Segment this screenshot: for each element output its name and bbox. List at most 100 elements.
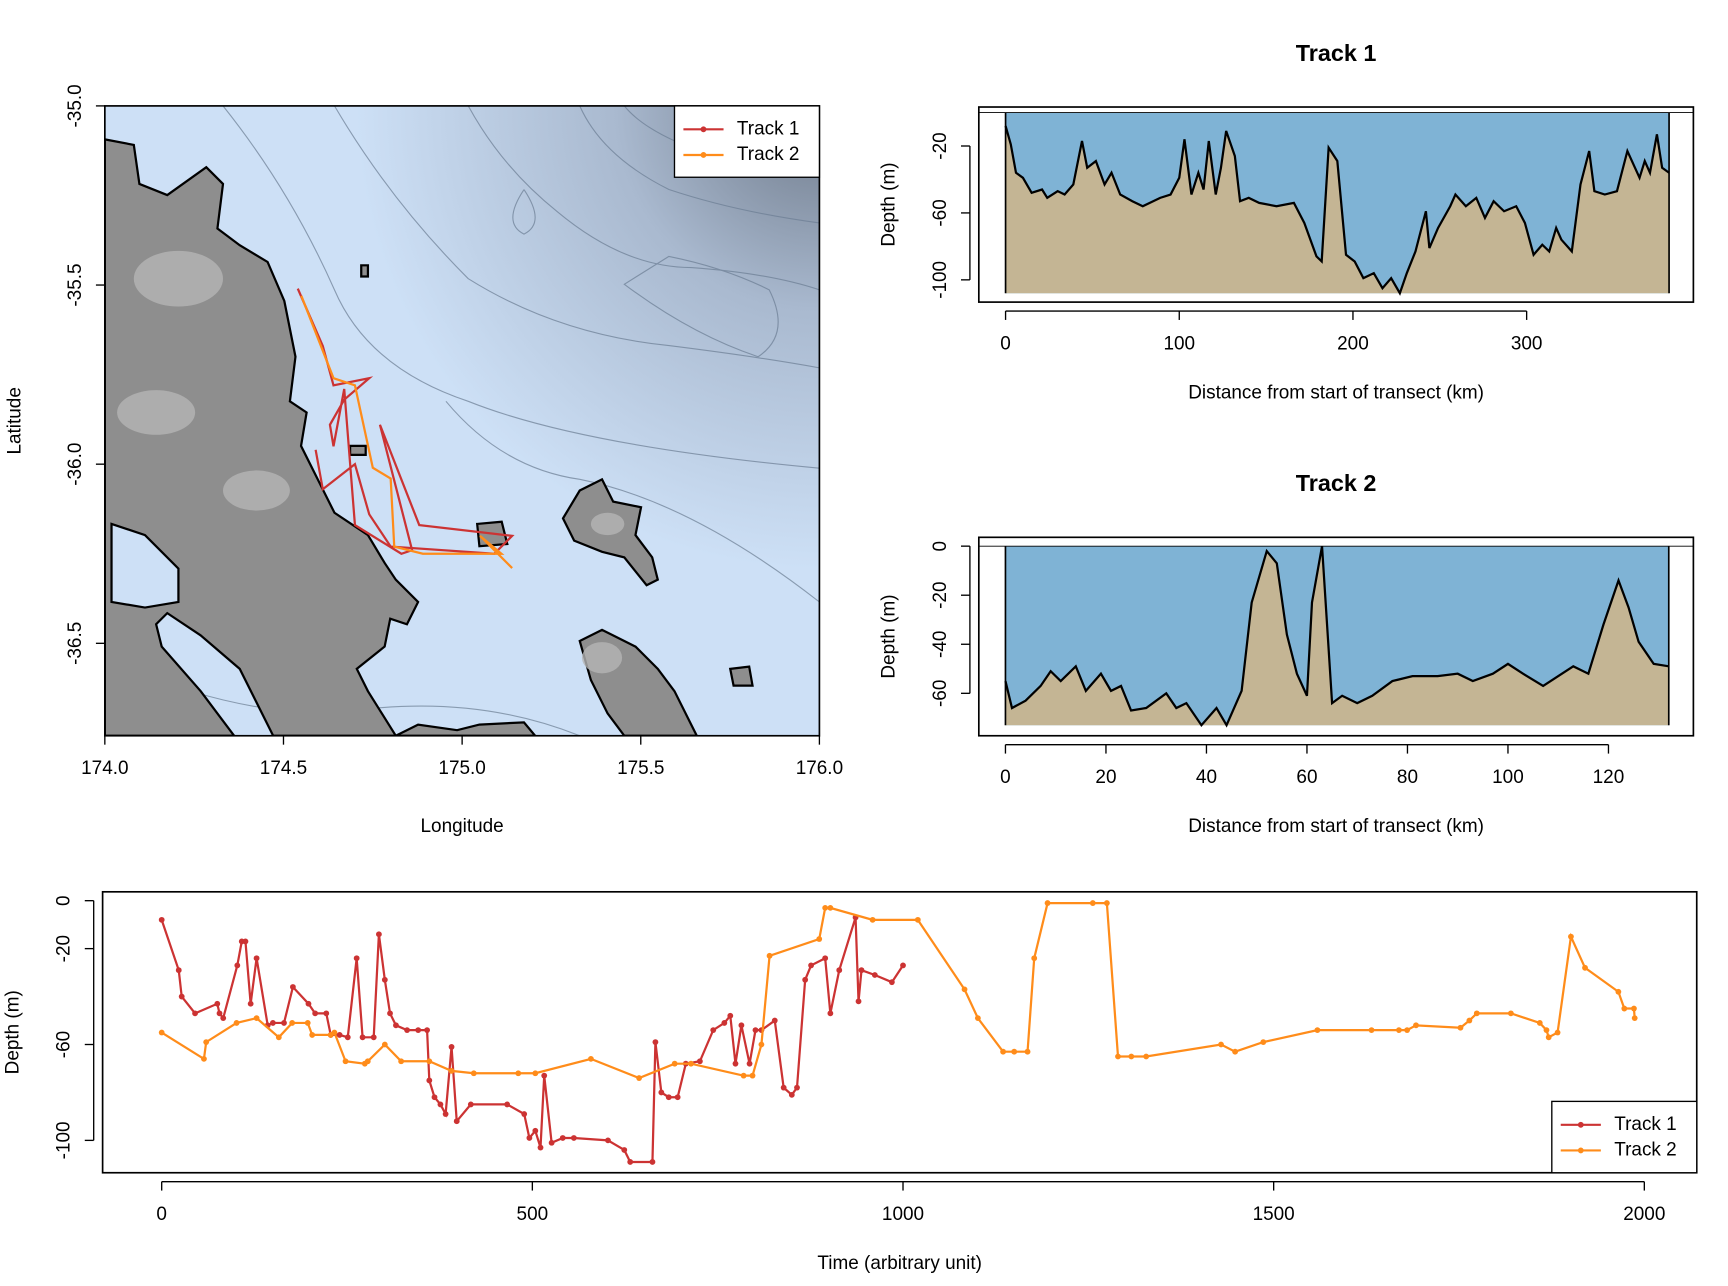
track-point: [1568, 933, 1574, 940]
track-point: [788, 1091, 795, 1098]
track-point: [289, 1020, 296, 1026]
track-line: [161, 901, 1636, 1080]
y-tick-label: -20: [54, 935, 75, 962]
x-tick-label: 60: [1296, 767, 1317, 788]
track-point: [827, 904, 834, 911]
track-point: [548, 1139, 555, 1146]
y-tick-label: -60: [930, 199, 951, 226]
track-point: [1507, 1010, 1514, 1017]
track-point: [442, 1111, 449, 1117]
track-point: [192, 1010, 198, 1017]
track-point: [688, 1060, 694, 1067]
x-tick-label: 1000: [882, 1204, 924, 1225]
y-tick-label: -36.5: [65, 622, 86, 665]
track-point: [636, 1075, 642, 1081]
x-tick-label: 2000: [1623, 1204, 1665, 1225]
track-point: [201, 1055, 207, 1062]
track-point: [323, 1010, 330, 1017]
track-point: [1413, 1022, 1419, 1029]
y-axis-label: Depth (m): [879, 162, 900, 246]
track-point: [353, 955, 360, 962]
track-point: [822, 955, 829, 962]
y-tick-label: -35.0: [65, 84, 86, 127]
y-tick-label: -40: [930, 631, 951, 658]
track-point: [1536, 1020, 1543, 1026]
track-point: [674, 1094, 681, 1101]
track-point: [331, 1029, 338, 1036]
track-point: [652, 1039, 659, 1046]
x-axis-label: Longitude: [421, 816, 504, 837]
track-point: [822, 904, 829, 911]
track-point: [359, 1034, 366, 1041]
x-tick-label: 40: [1196, 767, 1217, 788]
track-point: [426, 1077, 433, 1084]
legend-swatch-point: [1577, 1121, 1584, 1128]
x-tick-label: 0: [156, 1204, 167, 1225]
legend-swatch-point: [1577, 1147, 1584, 1154]
track-point: [858, 967, 865, 974]
legend-label: Track 1: [1614, 1114, 1676, 1135]
track-point: [900, 962, 906, 969]
track-point: [275, 1034, 282, 1041]
track-point: [453, 1118, 460, 1125]
track-point: [216, 1010, 223, 1017]
track-point: [1024, 1048, 1031, 1055]
track-point: [233, 1020, 240, 1026]
track-point: [1621, 1005, 1628, 1012]
track-point: [532, 1070, 539, 1077]
track-point: [816, 936, 823, 942]
track-point: [1543, 1027, 1550, 1034]
lagoon: [110, 522, 180, 609]
profile-line: [1004, 545, 1669, 728]
track-point: [203, 1039, 210, 1046]
track-point: [431, 1094, 438, 1101]
track-point: [570, 1135, 577, 1141]
track-point: [220, 1015, 227, 1022]
track-point: [1044, 900, 1051, 906]
track-point: [404, 1027, 410, 1034]
track-point: [309, 1032, 316, 1038]
track-point: [1396, 1027, 1402, 1034]
track-point: [381, 1041, 388, 1048]
legend-label: Track 2: [737, 144, 799, 165]
track-point: [253, 955, 260, 962]
track-point: [1404, 1027, 1411, 1034]
y-tick-label: -60: [54, 1031, 75, 1058]
track-line: [296, 288, 515, 555]
x-tick-label: 300: [1511, 333, 1543, 354]
track-point: [871, 972, 878, 978]
x-tick-label: 120: [1593, 767, 1625, 788]
track-point: [1260, 1039, 1267, 1046]
track-point: [364, 1058, 371, 1065]
track-point: [802, 976, 809, 983]
track-point: [827, 1010, 834, 1017]
track-point: [869, 916, 876, 923]
track-point: [398, 1058, 405, 1065]
track-point: [1457, 1024, 1464, 1031]
plot-area: [158, 900, 1638, 1165]
track-point: [1615, 988, 1622, 995]
track-point: [740, 1072, 747, 1079]
track-point: [158, 916, 165, 923]
track-point: [234, 962, 241, 969]
x-tick-label: 0: [1000, 767, 1011, 788]
track-point: [588, 1055, 594, 1062]
track-point: [794, 1084, 800, 1091]
track-point: [974, 1015, 981, 1022]
x-tick-label: 20: [1095, 767, 1116, 788]
land-relief: [117, 250, 625, 674]
profile-line: [1004, 125, 1670, 296]
plot-frame: [101, 890, 1698, 1174]
track-point: [437, 1101, 444, 1108]
track-point: [381, 976, 388, 983]
x-tick-label: 176.0: [796, 758, 843, 779]
track-line: [300, 295, 513, 569]
y-tick-label: -36.0: [65, 443, 86, 486]
track-point: [467, 1101, 474, 1108]
track-point: [780, 1084, 787, 1091]
track-point: [253, 1015, 260, 1022]
track-point: [888, 979, 895, 986]
x-tick-label: 1500: [1253, 1204, 1295, 1225]
track-point: [269, 1020, 276, 1026]
